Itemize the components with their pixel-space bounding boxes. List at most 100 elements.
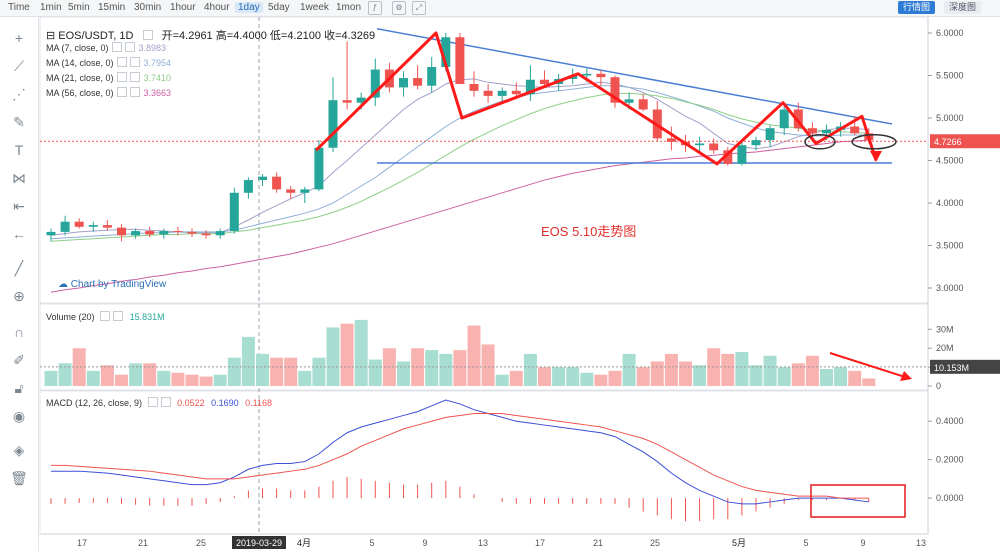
depth-view-button[interactable]: 深度图: [944, 1, 982, 14]
interval-15min[interactable]: 15min: [98, 2, 126, 13]
candle-body: [286, 189, 296, 193]
close-icon[interactable]: [129, 87, 140, 97]
indicator-icon[interactable]: ƒ: [368, 1, 382, 15]
trendline-icon[interactable]: ⟋: [14, 58, 24, 74]
volume-tag-label: 10.153M: [934, 363, 969, 373]
ma-legend-label: MA (7, close, 0): [46, 43, 109, 53]
volume-bar: [368, 359, 382, 386]
volume-bar: [523, 353, 537, 386]
candle-body: [117, 227, 126, 236]
interval-5day[interactable]: 5day: [268, 2, 290, 13]
macd-legend: MACD (12, 26, close, 9) 0.0522 0.1690 0.…: [46, 397, 272, 408]
volume-bar: [552, 367, 566, 386]
interval-1min[interactable]: 1min: [40, 2, 62, 13]
eye-icon[interactable]: ◉: [12, 408, 26, 424]
volume-bar: [693, 365, 707, 386]
trash-icon[interactable]: 🗑︎: [10, 470, 28, 486]
candle-body: [159, 231, 169, 235]
measure-icon[interactable]: ⇤: [13, 198, 25, 214]
price-tick-label: 3.5000: [936, 241, 964, 251]
volume-bar: [566, 367, 580, 386]
open-label: 开=: [161, 30, 180, 42]
open-value: 4.2961: [179, 30, 213, 42]
attribution-text: Chart by TradingView: [70, 279, 167, 290]
ma-legend-value: 3.8983: [138, 43, 167, 53]
interval-1hour[interactable]: 1hour: [170, 2, 196, 13]
lock-drawing-icon[interactable]: ✐: [13, 352, 25, 368]
visibility-icon[interactable]: [100, 311, 111, 321]
fullscreen-icon[interactable]: ⤢: [412, 1, 426, 15]
candle-body: [258, 176, 267, 181]
price-tick-label: 3.0000: [936, 283, 964, 293]
close-icon[interactable]: [160, 397, 171, 407]
ruler-icon[interactable]: ╱: [14, 260, 24, 276]
crosshair-icon[interactable]: +: [14, 30, 24, 46]
close-icon[interactable]: [113, 311, 124, 321]
close-icon[interactable]: [129, 57, 140, 67]
settings-icon[interactable]: ⚙: [392, 1, 406, 15]
interval-5min[interactable]: 5min: [68, 2, 90, 13]
visibility-icon[interactable]: [116, 72, 127, 82]
candle-body: [666, 138, 676, 142]
text-icon[interactable]: T: [14, 142, 24, 158]
macd-value-2: 0.1690: [211, 398, 239, 408]
visibility-icon[interactable]: [147, 397, 158, 407]
candle-body: [399, 78, 408, 88]
time-tick-label: 5月: [732, 538, 746, 548]
candle-body: [624, 99, 634, 103]
tradingview-attribution[interactable]: ☁ Chart by TradingView: [58, 279, 166, 290]
ma-legend-row: MA (21, close, 0) 3.7410: [46, 72, 171, 83]
pane-frame: [39, 16, 929, 304]
candle-body: [779, 109, 789, 129]
close-icon[interactable]: [124, 42, 135, 52]
interval-1day[interactable]: 1day: [235, 2, 263, 13]
volume-bar: [580, 372, 594, 386]
volume-bar: [44, 370, 58, 386]
interval-time[interactable]: Time: [8, 2, 30, 13]
volume-bar: [298, 370, 312, 386]
time-tick-label: 13: [916, 538, 926, 548]
close-icon[interactable]: [129, 72, 140, 82]
back-arrow-icon[interactable]: ←: [12, 226, 26, 242]
brush-icon[interactable]: ✎: [13, 114, 25, 130]
macd-tick-label: 0.0000: [936, 493, 964, 503]
drawing-toolbar: + ⟋ ⋰ ✎ T ⋈ ⇤ ← ╱ ⊕ ∩ ✐ 🔓︎ ◉ ◈ 🗑︎: [0, 17, 39, 551]
fib-icon[interactable]: ⋰: [12, 86, 26, 102]
volume-bar: [509, 370, 523, 386]
candle-body: [131, 231, 141, 236]
interval-1mon[interactable]: 1mon: [336, 2, 362, 13]
magnet-icon[interactable]: ∩: [13, 324, 25, 340]
collapse-icon[interactable]: ⊟: [46, 30, 56, 42]
chart-view-button[interactable]: 行情图: [898, 1, 936, 14]
visibility-icon[interactable]: [116, 57, 127, 67]
candle-body: [60, 221, 70, 232]
volume-bar: [453, 350, 467, 386]
macd-tick-label: 0.2000: [936, 455, 964, 465]
price-tick-label: 6.0000: [936, 28, 964, 38]
volume-bar: [241, 336, 255, 386]
time-tick-label: 25: [650, 538, 660, 548]
candle-body: [328, 100, 338, 148]
volume-bar: [425, 350, 439, 386]
lock-icon[interactable]: 🔓︎: [14, 380, 24, 396]
candle-body: [751, 140, 761, 146]
volume-bar: [312, 357, 326, 386]
pattern-icon[interactable]: ⋈: [12, 170, 26, 186]
interval-1week[interactable]: 1week: [300, 2, 329, 13]
layers-icon[interactable]: ◈: [13, 442, 25, 458]
price-tick-label: 5.5000: [936, 71, 964, 81]
volume-bar: [805, 355, 819, 386]
volume-bar: [86, 370, 100, 386]
candle-body: [441, 37, 451, 67]
candle-body: [243, 180, 253, 193]
interval-4hour[interactable]: 4hour: [204, 2, 230, 13]
interval-30min[interactable]: 30min: [134, 2, 162, 13]
close-label: 收=: [324, 30, 342, 42]
visibility-icon[interactable]: [142, 30, 153, 40]
symbol-header: ⊟ EOS/USDT, 1D 开=4.2961 高=4.4000 低=4.210…: [46, 27, 375, 43]
zoom-icon[interactable]: ⊕: [13, 288, 25, 304]
visibility-icon[interactable]: [111, 42, 122, 52]
visibility-icon[interactable]: [116, 87, 127, 97]
candle-body: [497, 90, 507, 96]
